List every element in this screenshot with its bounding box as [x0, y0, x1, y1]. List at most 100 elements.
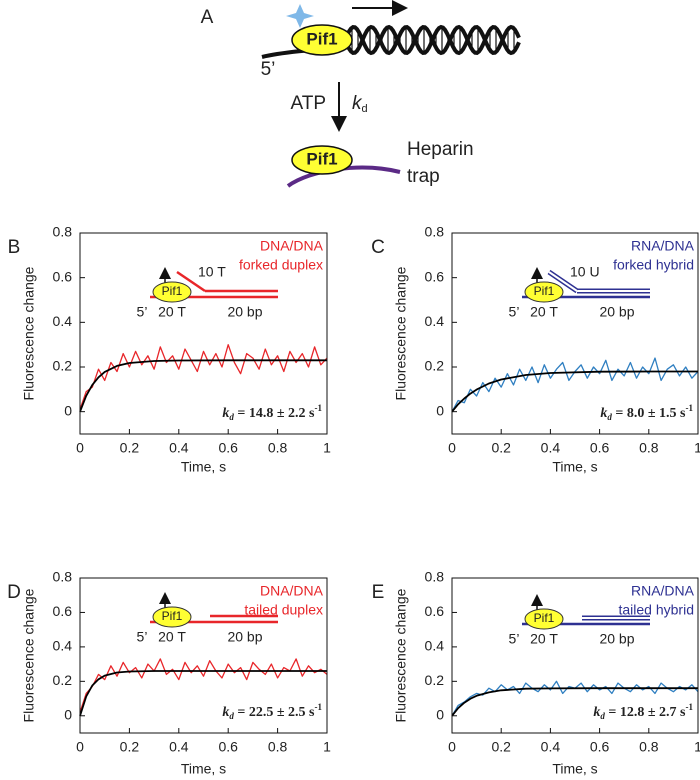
rate-value: = 22.5 ± 2.5 s [234, 705, 315, 720]
panel-label: C [371, 237, 385, 258]
rate-value: = 14.8 ± 2.2 s [234, 406, 315, 421]
inset-title: DNA/DNA [260, 238, 324, 254]
inset-ss: 20 T [158, 304, 186, 320]
x-tick-label: 0.6 [218, 440, 238, 456]
x-tick-label: 0.2 [120, 739, 140, 755]
inset-subtitle: tailed duplex [244, 602, 323, 618]
x-tick-label: 0.8 [268, 440, 288, 456]
x-tick-label: 0.4 [541, 739, 561, 755]
rate-sub: d [229, 412, 234, 422]
plot-frame [79, 232, 328, 435]
rate-k: k [593, 705, 600, 720]
inset-ds: 20 bp [227, 304, 262, 320]
rate-annotation: kd = 22.5 ± 2.5 s-1 [222, 702, 322, 721]
y-tick-label: 0.8 [53, 224, 73, 240]
x-tick-label: 0.2 [491, 440, 511, 456]
x-tick-label: 1 [323, 739, 331, 755]
x-tick-label: 0 [76, 440, 84, 456]
panel-label: D [7, 582, 21, 603]
rate-sup: -1 [315, 702, 323, 712]
chart: C Fluorescence change Time, s 0 0.2 0.4 0.6 0.8… [371, 224, 700, 475]
inset-ds: 20 bp [599, 631, 634, 647]
trap-label: Heparin [407, 139, 474, 160]
inset-ds: 20 bp [599, 304, 634, 320]
y-tick-label: 0.8 [425, 224, 445, 240]
protein-label: Pif1 [306, 149, 337, 168]
y-tick-label: 0.4 [425, 638, 445, 654]
rate-k: k [352, 93, 363, 114]
rate-value: = 8.0 ± 1.5 s [612, 406, 686, 421]
schematic: A Pif1 5’ ATP kd Pif1 Heparin trap [201, 0, 521, 188]
rate-sub: d [607, 412, 612, 422]
rate-annotation: kd = 8.0 ± 1.5 s-1 [600, 403, 693, 422]
end-label: 5’ [261, 59, 276, 80]
data-trace [451, 357, 699, 413]
plot-frame [451, 577, 699, 734]
inset-end: 5’ [509, 631, 520, 647]
strand-inner [548, 271, 578, 292]
strand [176, 270, 206, 293]
y-tick-label: 0.4 [53, 638, 73, 654]
rate-k: k [222, 406, 229, 421]
x-tick-label: 0.8 [639, 739, 659, 755]
y-tick-label: 0 [436, 706, 444, 722]
x-tick-label: 0 [76, 739, 84, 755]
panel-label: A [201, 7, 214, 28]
x-axis-label: Time, s [181, 761, 226, 777]
x-tick-label: 0.6 [590, 739, 610, 755]
fluorophore [286, 4, 314, 28]
x-tick-label: 0.8 [639, 440, 659, 456]
inset-subtitle: forked hybrid [613, 257, 694, 273]
inset-ds: 20 bp [227, 629, 262, 645]
x-tick-label: 0.6 [590, 440, 610, 456]
data-trace [79, 658, 328, 713]
fit-curve [79, 670, 327, 717]
x-axis-label: Time, s [552, 459, 597, 475]
chart: D Fluorescence change Time, s 0 0.2 0.4 0.6 0.8… [7, 569, 331, 777]
protein [291, 145, 353, 175]
x-tick-label: 0.2 [120, 440, 140, 456]
inset-tail: 10 U [570, 264, 600, 280]
trap-label: trap [407, 166, 440, 187]
fit-curve [451, 687, 698, 717]
y-tick-label: 0.2 [53, 358, 73, 374]
y-tick-label: 0 [436, 402, 444, 418]
inset-protein-label: Pif1 [534, 284, 555, 298]
y-tick-label: 0.2 [425, 358, 445, 374]
y-tick-label: 0.2 [425, 672, 445, 688]
y-tick-label: 0 [64, 402, 72, 418]
plot-frame [451, 232, 699, 435]
inset-protein-label: Pif1 [534, 611, 555, 625]
inset-tail: 10 T [198, 264, 226, 280]
inset-end: 5’ [509, 304, 520, 320]
rate-label: kd [352, 93, 368, 115]
data-trace [79, 344, 328, 410]
inset-subtitle: tailed hybrid [619, 602, 695, 618]
x-tick-label: 0.4 [169, 440, 189, 456]
y-tick-label: 0.6 [425, 603, 445, 619]
y-tick-label: 0 [64, 706, 72, 722]
y-tick-label: 0.4 [53, 313, 73, 329]
rate-sub: d [362, 103, 368, 115]
y-tick-label: 0.6 [53, 603, 73, 619]
x-tick-label: 1 [323, 440, 331, 456]
y-axis-label: Fluorescence change [393, 266, 409, 400]
helix [343, 24, 521, 56]
y-tick-label: 0.6 [425, 268, 445, 284]
inset-protein-label: Pif1 [162, 609, 183, 623]
y-axis-label: Fluorescence change [393, 588, 409, 722]
y-tick-label: 0.4 [425, 313, 445, 329]
inset-ss: 20 T [530, 631, 558, 647]
rate-k: k [600, 406, 607, 421]
protein [291, 24, 353, 56]
fit-curve [79, 359, 327, 413]
x-tick-label: 0.2 [491, 739, 511, 755]
rate-sub: d [600, 711, 605, 721]
x-tick-label: 0 [448, 440, 456, 456]
rungs [351, 28, 515, 52]
chart: E Fluorescence change Time, s 0 0.2 0.4 0.6 0.8… [372, 569, 700, 777]
x-tick-label: 1 [694, 440, 700, 456]
fit-curve [451, 370, 698, 413]
inset-protein [152, 281, 192, 303]
